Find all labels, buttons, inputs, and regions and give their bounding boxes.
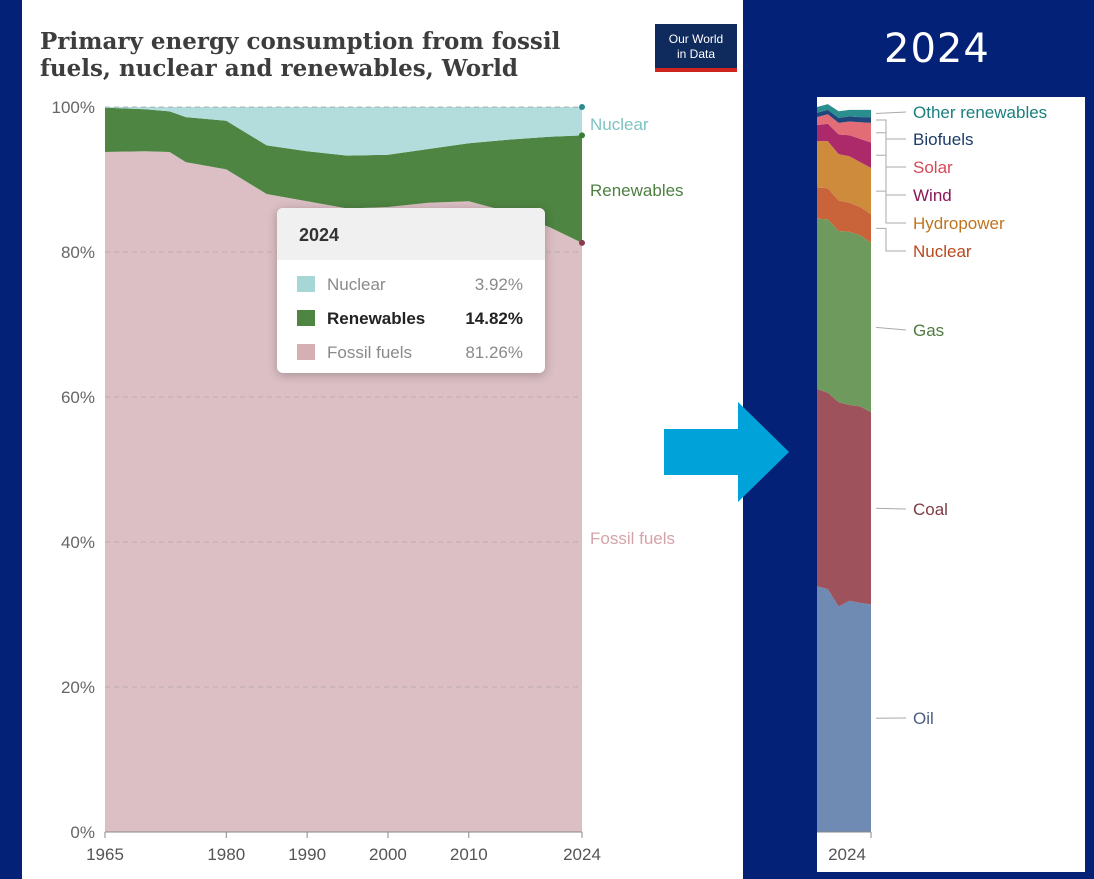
owid-logo[interactable]: Our World in Data bbox=[655, 24, 737, 72]
chart-title: Primary energy consumption from fossil f… bbox=[40, 28, 561, 82]
tooltip-row-label: Fossil fuels bbox=[327, 343, 413, 362]
right-arrow-icon bbox=[664, 402, 789, 502]
tooltip-row-label: Nuclear bbox=[327, 275, 386, 294]
tooltip-row-renewables: Renewables 14.82% bbox=[277, 300, 545, 334]
logo-line-1: Our World bbox=[668, 32, 724, 46]
tooltip-row-value: 3.92% bbox=[474, 275, 523, 294]
tooltip-row-nuclear: Nuclear 3.92% bbox=[277, 266, 545, 300]
renewables-swatch bbox=[297, 310, 315, 326]
nuclear-swatch bbox=[297, 276, 315, 292]
breakdown-panel bbox=[817, 97, 1085, 872]
logo-line-2: in Data bbox=[676, 47, 716, 61]
tooltip-year: 2024 bbox=[277, 208, 545, 260]
tooltip: 2024 Nuclear 3.92% Renewables 14.82% Fos… bbox=[277, 208, 545, 373]
tooltip-row-value: 81.26% bbox=[465, 343, 523, 362]
tooltip-row-label: Renewables bbox=[327, 309, 426, 328]
tooltip-row-value: 14.82% bbox=[465, 309, 523, 328]
breakdown-year-heading: 2024 bbox=[884, 26, 990, 72]
main-chart-panel bbox=[22, 0, 743, 879]
tooltip-row-fossil: Fossil fuels 81.26% bbox=[277, 334, 545, 368]
fossil-swatch bbox=[297, 344, 315, 360]
